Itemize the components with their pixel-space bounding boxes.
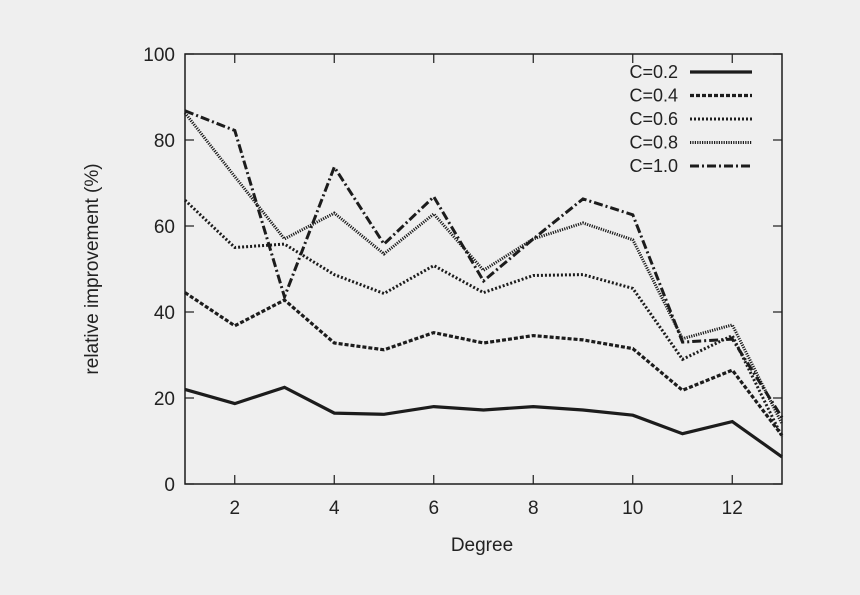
x-tick-label: 12 bbox=[722, 498, 743, 519]
legend: C=0.2 C=0.4 C=0.6 C=0.8 C=1.0 bbox=[629, 62, 752, 176]
x-tick-label: 6 bbox=[428, 498, 439, 519]
series-lines bbox=[183, 109, 784, 459]
plot-frame bbox=[184, 53, 783, 485]
series-line-c-0-6 bbox=[183, 199, 784, 438]
y-tick-label: 0 bbox=[164, 475, 175, 496]
legend-label: C=1.0 bbox=[629, 156, 678, 176]
x-axis-label: Degree bbox=[451, 535, 513, 556]
series-line-c-0-8 bbox=[183, 111, 784, 425]
series-line-c-0-2 bbox=[184, 385, 783, 459]
series-line-c-1-0 bbox=[184, 109, 784, 419]
y-axis-label: relative improvement (%) bbox=[82, 163, 103, 374]
x-tick-label: 4 bbox=[329, 498, 340, 519]
legend-label: C=0.8 bbox=[629, 133, 678, 153]
series-line-c-0-4 bbox=[184, 291, 784, 437]
legend-label: C=0.6 bbox=[629, 109, 678, 129]
axis-ticks: 0 20 40 60 80 100 2 4 6 8 10 12 bbox=[143, 45, 782, 519]
x-tick-label: 8 bbox=[528, 498, 539, 519]
x-tick-label: 2 bbox=[229, 498, 240, 519]
y-tick-label: 20 bbox=[154, 389, 175, 410]
y-tick-label: 40 bbox=[154, 303, 175, 324]
y-tick-label: 100 bbox=[143, 45, 175, 66]
x-tick-label: 10 bbox=[622, 498, 643, 519]
legend-label: C=0.4 bbox=[629, 86, 678, 106]
y-tick-label: 60 bbox=[154, 217, 175, 238]
legend-label: C=0.2 bbox=[629, 62, 678, 82]
y-tick-label: 80 bbox=[154, 131, 175, 152]
